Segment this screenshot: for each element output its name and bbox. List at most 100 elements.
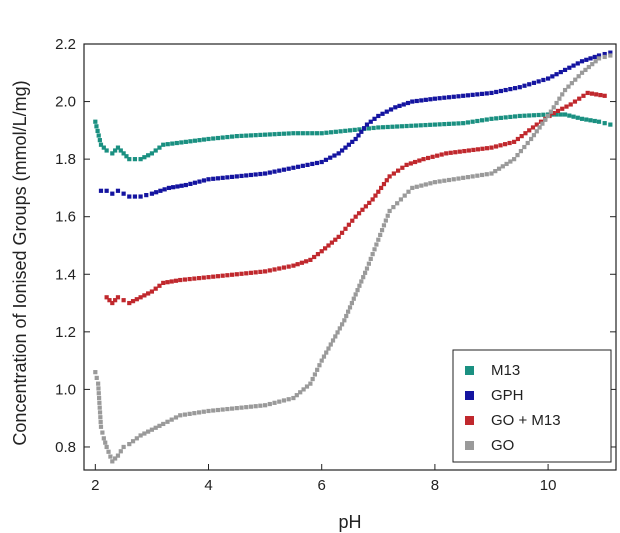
data-point-m13 [157, 145, 162, 150]
data-point-go [362, 270, 368, 275]
data-point-m13 [286, 131, 291, 136]
data-point-go [239, 405, 244, 410]
data-point-gph [166, 185, 171, 191]
data-point-go [146, 429, 151, 434]
data-point-go-m13 [594, 92, 599, 97]
data-point-go-m13 [568, 102, 573, 107]
data-point-m13 [536, 112, 541, 118]
data-point-go [310, 376, 315, 382]
data-point-go [346, 309, 351, 314]
data-point-gph [183, 182, 188, 188]
data-point-gph [296, 164, 301, 169]
data-point-m13 [124, 154, 129, 159]
data-point-go-m13 [196, 276, 202, 281]
data-point-gph [567, 65, 572, 70]
data-point-gph [368, 119, 373, 124]
data-point-gph [531, 80, 537, 85]
x-tick-label: 4 [204, 477, 212, 494]
data-point-m13 [517, 113, 522, 119]
data-point-go-m13 [466, 148, 471, 153]
data-point-m13 [584, 117, 589, 122]
data-point-go [98, 424, 104, 429]
data-point-gph [244, 173, 249, 178]
data-point-go-m13 [376, 189, 381, 194]
data-point-gph [253, 172, 258, 177]
data-point-gph [281, 167, 287, 172]
data-point-go [379, 228, 385, 233]
data-point-go-m13 [165, 280, 170, 285]
data-point-gph [286, 166, 291, 171]
legend-marker-m13 [465, 366, 474, 375]
data-point-m13 [432, 122, 437, 127]
data-point-go [328, 342, 333, 347]
y-tick-label: 1.0 [55, 381, 76, 398]
data-point-go [106, 449, 111, 454]
data-point-go-m13 [161, 280, 166, 286]
data-point-m13 [494, 116, 499, 121]
data-point-m13 [132, 157, 138, 162]
data-point-go [372, 247, 377, 252]
data-point-gph [144, 193, 149, 198]
data-point-go-m13 [523, 131, 528, 136]
data-point-go [353, 292, 358, 297]
data-point-m13 [146, 153, 151, 158]
data-point-gph [104, 188, 109, 193]
data-point-go [496, 166, 502, 171]
data-point-m13 [390, 124, 395, 129]
data-point-gph [258, 171, 263, 177]
data-point-go-m13 [421, 157, 426, 162]
data-point-gph [494, 89, 499, 95]
x-tick-label: 8 [431, 477, 439, 494]
data-point-go-m13 [502, 142, 508, 147]
x-axis-title: pH [338, 512, 361, 532]
data-point-go-m13 [138, 295, 143, 300]
data-point-go [103, 440, 108, 445]
data-point-gph [602, 51, 607, 57]
data-point-m13 [170, 141, 175, 146]
data-point-m13 [211, 136, 216, 141]
data-point-go-m13 [598, 92, 603, 98]
data-point-go [121, 444, 126, 450]
data-point-go-m13 [142, 293, 147, 298]
data-point-go-m13 [489, 145, 494, 150]
y-tick-label: 1.2 [55, 324, 76, 341]
data-point-go [351, 296, 356, 301]
data-point-gph [356, 133, 361, 138]
data-point-m13 [399, 124, 404, 129]
data-point-go [96, 386, 101, 391]
data-point-gph [336, 151, 341, 156]
data-point-go [187, 411, 192, 416]
data-point-m13 [192, 138, 198, 143]
data-point-gph [110, 191, 115, 196]
data-point-m13 [98, 142, 104, 147]
data-point-go-m13 [498, 143, 503, 148]
data-point-go [437, 179, 442, 184]
data-point-gph [571, 63, 576, 68]
data-point-go-m13 [130, 299, 136, 304]
data-point-go [312, 372, 318, 377]
data-point-gph [314, 160, 320, 166]
data-point-m13 [248, 133, 254, 138]
data-point-go [301, 387, 306, 392]
data-point-go [557, 96, 562, 101]
y-axis-title: Concentration of Ionised Groups (mmol/L/… [10, 80, 30, 445]
data-point-go-m13 [146, 291, 151, 296]
data-point-gph [414, 98, 419, 104]
data-point-gph [188, 181, 193, 186]
data-point-gph [359, 129, 364, 134]
data-point-m13 [446, 121, 452, 126]
data-point-gph [536, 79, 541, 84]
legend-marker-go [465, 441, 474, 450]
data-point-m13 [263, 132, 268, 137]
data-point-m13 [508, 114, 513, 120]
data-point-m13 [96, 133, 101, 138]
data-point-go [206, 408, 211, 414]
data-point-gph [211, 176, 216, 181]
data-point-gph [558, 69, 563, 75]
data-point-m13 [418, 123, 423, 128]
data-point-go [324, 350, 329, 355]
data-point-m13 [527, 113, 532, 118]
data-point-gph [372, 116, 377, 121]
data-point-gph [465, 93, 471, 98]
